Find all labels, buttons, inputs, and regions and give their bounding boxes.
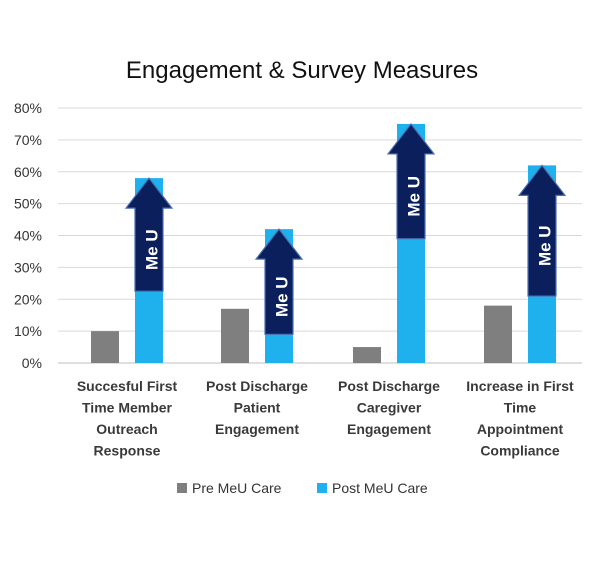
category-labels: Succesful First Time Member Outreach Respon… [77, 378, 574, 459]
y-tick-label: 30% [14, 259, 42, 275]
meu-arrow [386, 122, 436, 240]
category-label: Time [504, 400, 537, 416]
category-label: Post Discharge [206, 378, 308, 394]
legend-swatch [177, 483, 187, 493]
category-label: Engagement [347, 421, 431, 437]
legend: Pre MeU Care Post MeU Care [177, 480, 428, 496]
y-tick-label: 80% [14, 100, 42, 116]
y-tick-label: 50% [14, 196, 42, 212]
chart-title: Engagement & Survey Measures [126, 57, 478, 84]
meu-arrow-label: Me U [272, 276, 291, 317]
category-label: Increase in First [466, 378, 574, 394]
category-label: Response [94, 443, 161, 459]
meu-arrow-label: Me U [404, 176, 423, 217]
bar-pre-meu-care [353, 347, 381, 363]
category-label: Engagement [215, 421, 299, 437]
arrows: Me U Me U Me U Me U [124, 122, 567, 335]
meu-arrow [254, 228, 304, 335]
meu-arrow [517, 164, 567, 297]
category-label: Appointment [477, 421, 564, 437]
category-label: Outreach [96, 421, 157, 437]
bar-pre-meu-care [91, 331, 119, 363]
category-label: Succesful First [77, 378, 178, 394]
bar-pre-meu-care [221, 308, 249, 363]
meu-arrow [124, 177, 174, 292]
y-tick-label: 0% [22, 355, 42, 371]
y-tick-label: 60% [14, 164, 42, 180]
category-label: Post Discharge [338, 378, 440, 394]
category-label: Caregiver [357, 400, 422, 416]
bar-pre-meu-care [484, 305, 512, 363]
legend-swatch [317, 483, 327, 493]
meu-arrow-label: Me U [142, 229, 161, 270]
y-tick-label: 20% [14, 291, 42, 307]
category-label: Compliance [480, 443, 560, 459]
y-tick-label: 40% [14, 228, 42, 244]
category-label: Time Member [82, 400, 173, 416]
meu-arrow-label: Me U [535, 225, 554, 266]
y-tick-label: 70% [14, 132, 42, 148]
category-label: Patient [234, 400, 281, 416]
y-axis-ticks: 0% 10% 20% 30% 40% 50% 60% 70% 80% [14, 100, 42, 371]
legend-entry: Pre MeU Care [192, 480, 282, 496]
y-tick-label: 10% [14, 323, 42, 339]
legend-entry: Post MeU Care [332, 480, 428, 496]
